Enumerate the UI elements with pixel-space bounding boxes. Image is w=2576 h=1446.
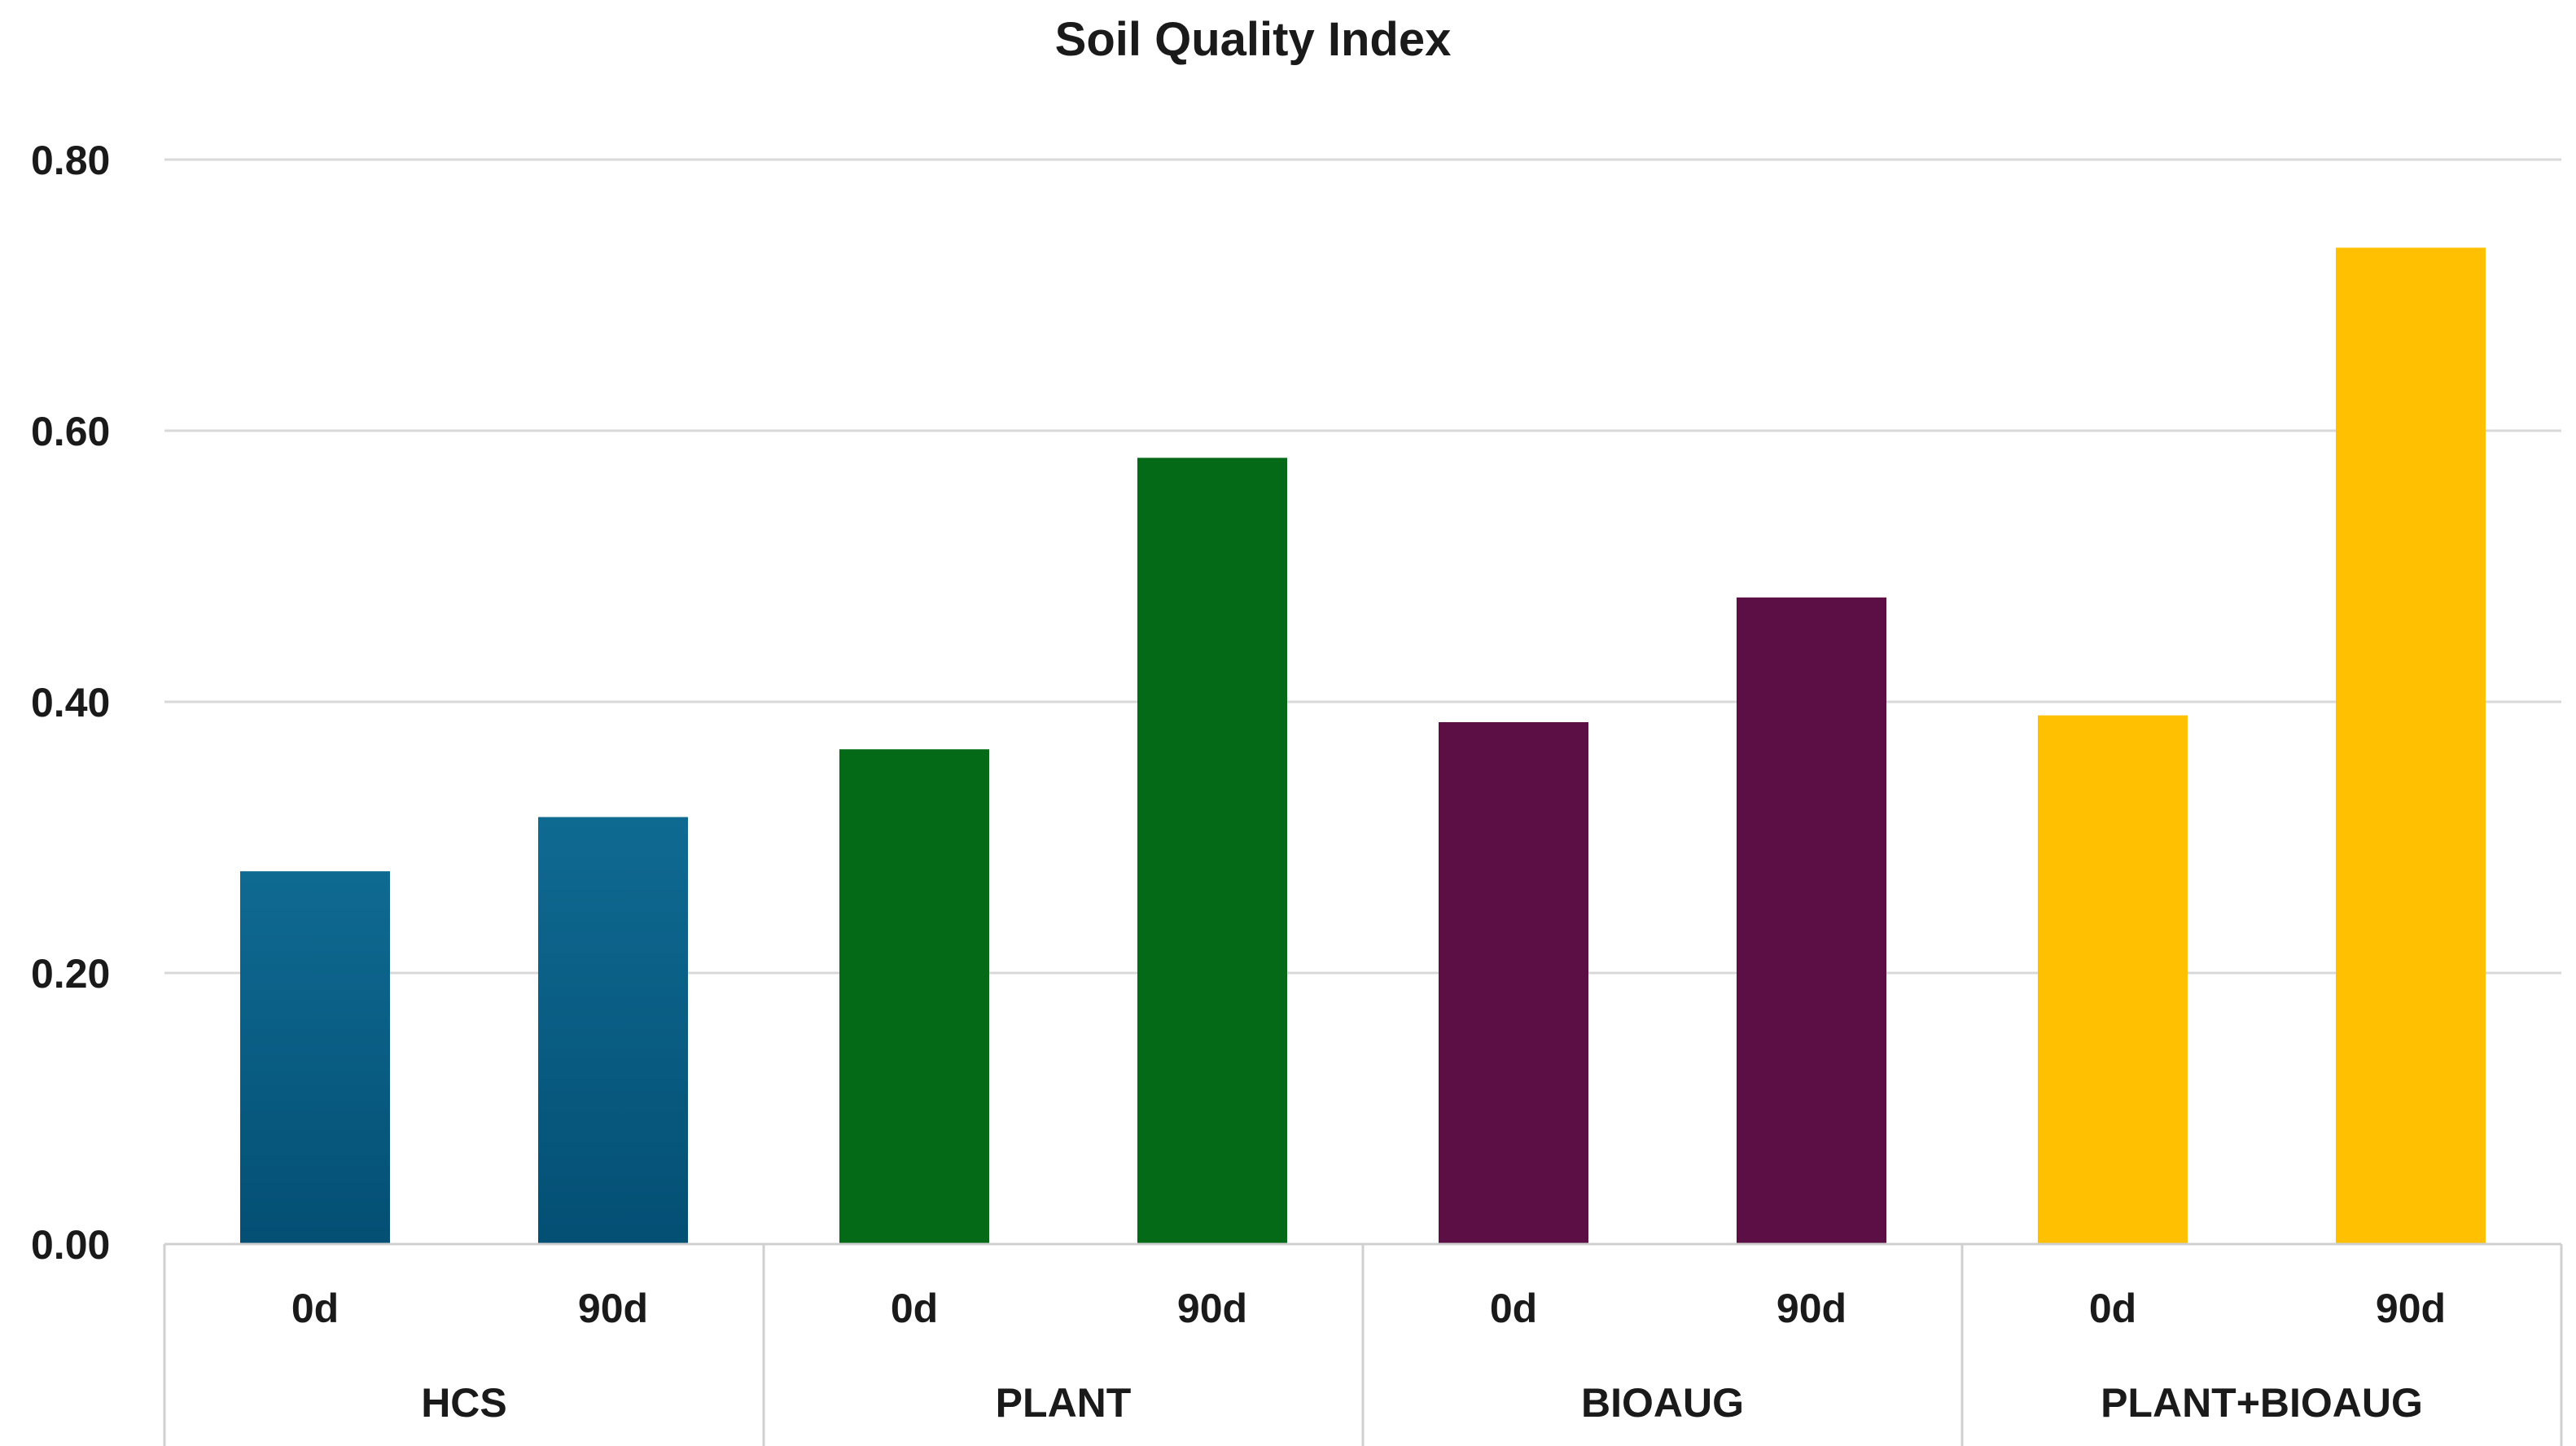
group-label: HCS bbox=[421, 1380, 507, 1426]
bar-plant-0d bbox=[839, 749, 989, 1244]
y-tick-label: 0.80 bbox=[31, 138, 110, 183]
y-tick-label: 0.60 bbox=[31, 409, 110, 454]
group-label: BIOAUG bbox=[1581, 1380, 1744, 1426]
gridlines bbox=[164, 158, 2561, 975]
x-tick-label: 0d bbox=[1490, 1286, 1537, 1331]
x-tick-label: 90d bbox=[2376, 1286, 2446, 1331]
y-tick-label: 0.40 bbox=[31, 680, 110, 725]
bar-plant-90d bbox=[1137, 458, 1287, 1244]
x-tick-label: 0d bbox=[2089, 1286, 2136, 1331]
x-tick-label: 90d bbox=[1177, 1286, 1247, 1331]
group-label: PLANT bbox=[996, 1380, 1132, 1426]
bars bbox=[240, 248, 2486, 1245]
y-axis-ticks: 0.00 0.20 0.40 0.60 0.80 bbox=[31, 138, 110, 1268]
bar-plant-bioaug-0d bbox=[2038, 715, 2188, 1244]
x-tick-label: 0d bbox=[291, 1286, 339, 1331]
group-label: PLANT+BIOAUG bbox=[2101, 1380, 2423, 1426]
bar-plant-bioaug-90d bbox=[2336, 248, 2486, 1245]
x-axis: 0d 90d HCS 0d 90d PLANT 0d 90d BIOAUG 0d 90d PLANT+… bbox=[163, 1242, 2563, 1446]
x-tick-label: 0d bbox=[891, 1286, 938, 1331]
x-tick-label: 90d bbox=[578, 1286, 648, 1331]
y-tick-label: 0.20 bbox=[31, 951, 110, 997]
bar-bioaug-90d bbox=[1737, 597, 1886, 1244]
bar-bioaug-0d bbox=[1439, 721, 1588, 1244]
bar-hcs-0d bbox=[240, 871, 390, 1244]
x-tick-label: 90d bbox=[1776, 1286, 1847, 1331]
y-tick-label: 0.00 bbox=[31, 1222, 110, 1268]
chart-title: Soil Quality Index bbox=[1055, 13, 1452, 66]
bar-hcs-90d bbox=[538, 817, 688, 1244]
